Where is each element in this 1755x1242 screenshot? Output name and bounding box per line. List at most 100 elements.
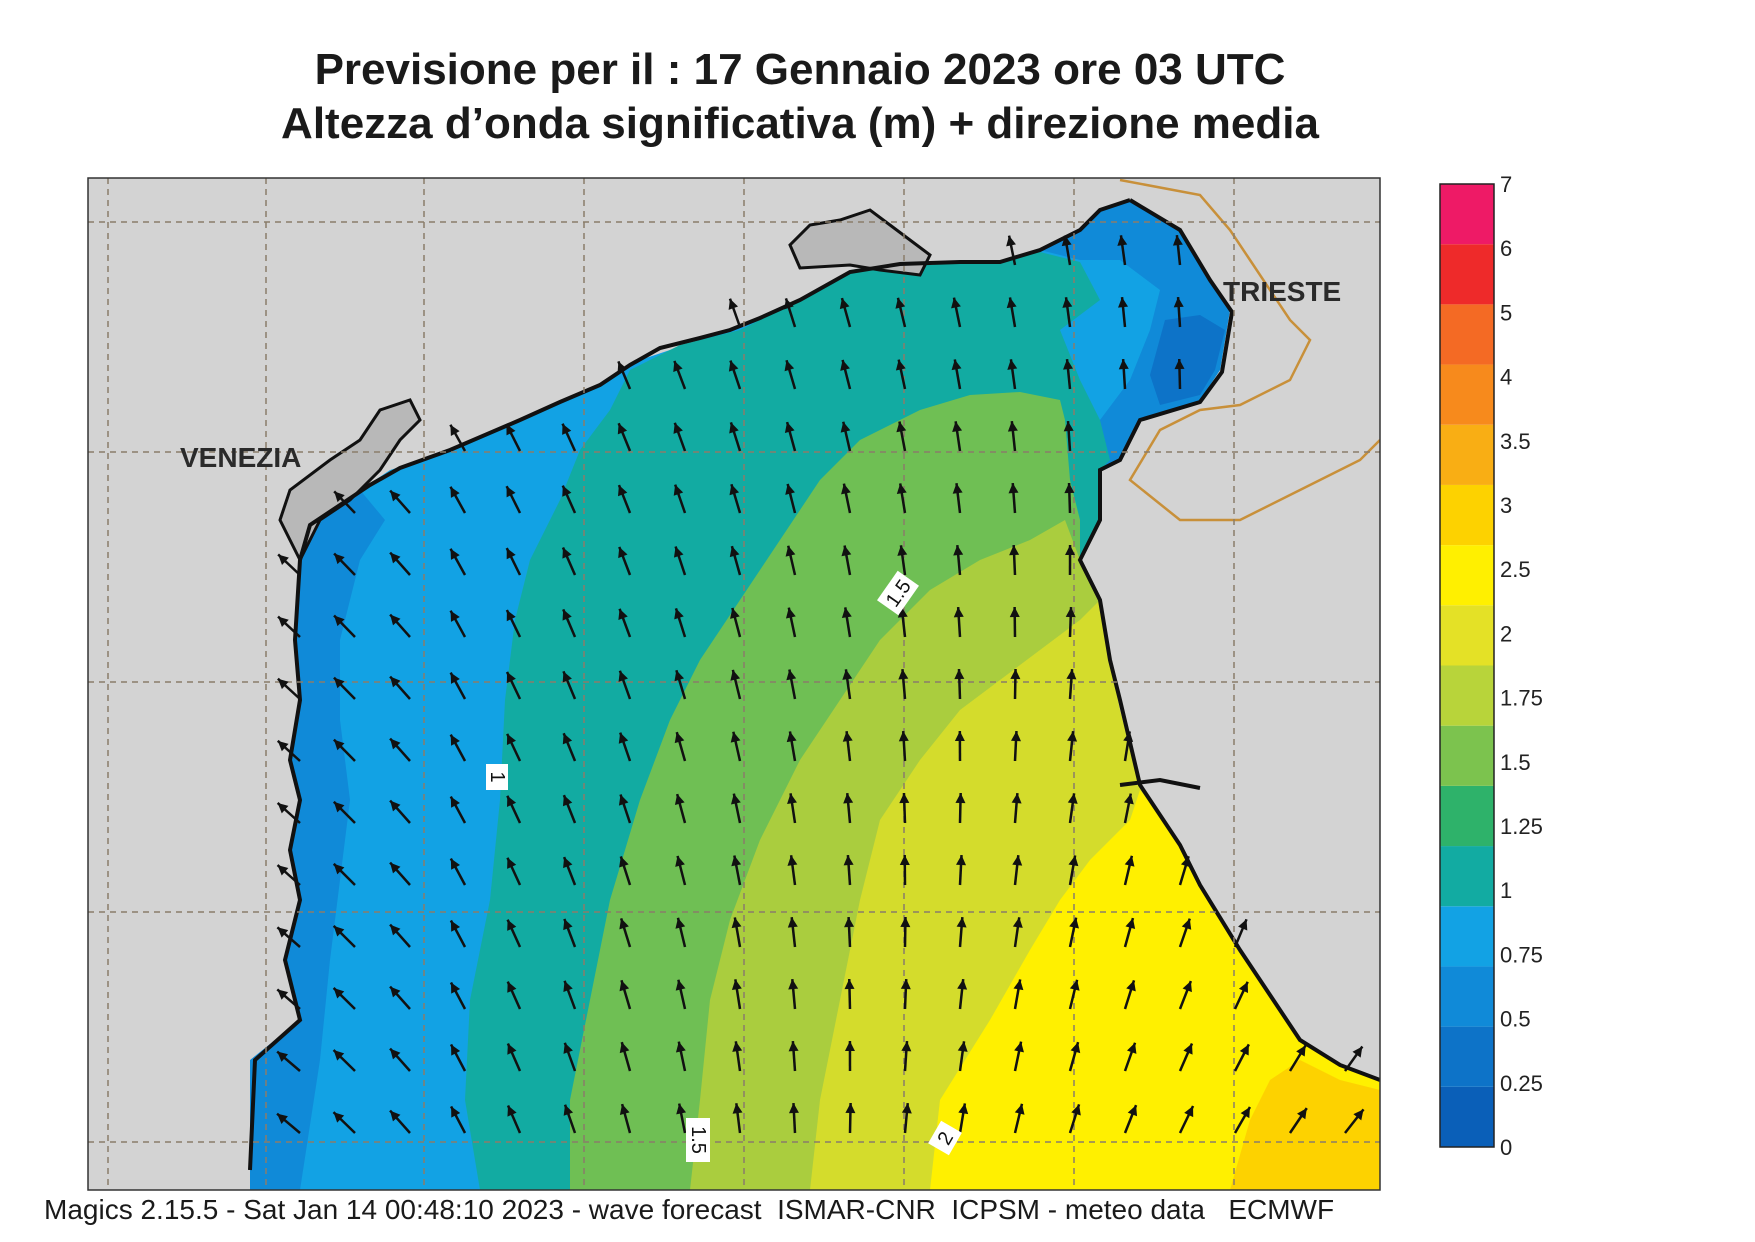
wave-arrow-head: [1010, 731, 1021, 742]
wave-arrow-head: [895, 297, 906, 309]
wave-arrow-head: [277, 865, 289, 876]
wave-arrow-head: [1066, 669, 1077, 680]
wave-arrow-head: [731, 855, 742, 867]
wave-arrow-head: [674, 670, 685, 682]
wave-arrow-head: [277, 1051, 289, 1062]
wave-arrow-head: [562, 423, 572, 435]
wave-arrow-head: [729, 546, 740, 558]
colorbar-swatch: [1440, 304, 1494, 365]
wave-arrow-head: [785, 483, 795, 495]
wave-arrow-head: [897, 607, 908, 618]
footer-credits: Magics 2.15.5 - Sat Jan 14 00:48:10 2023…: [44, 1194, 1335, 1225]
wave-arrow-head: [617, 423, 628, 435]
wave-arrow-head: [450, 672, 460, 684]
colorbar-label: 1.25: [1500, 814, 1543, 839]
wave-arrow-head: [507, 1105, 517, 1117]
colorbar-label: 0.75: [1500, 942, 1543, 967]
wave-arrow-head: [562, 485, 572, 497]
svg-text:1: 1: [486, 771, 508, 782]
wave-arrow-head: [451, 1106, 461, 1118]
wave-arrow-head: [730, 607, 740, 619]
wave-arrow-head: [390, 986, 401, 998]
wave-arrow-head: [333, 863, 345, 875]
wave-arrow-head: [562, 547, 572, 559]
colorbar-label: 3: [1500, 493, 1512, 518]
wave-arrow-head: [1181, 918, 1192, 930]
wave-arrow-head: [619, 980, 630, 992]
wave-arrow-head: [897, 545, 908, 556]
wave-arrow-head: [1124, 855, 1135, 867]
wave-arrow-head: [842, 731, 853, 742]
wave-arrow-head: [450, 424, 460, 436]
colorbar-label: 1.5: [1500, 750, 1531, 775]
wave-arrow-head: [450, 920, 461, 932]
svg-text:1.5: 1.5: [687, 1126, 709, 1154]
wave-arrow-head: [730, 669, 741, 681]
wave-arrow-head: [1065, 607, 1076, 618]
wave-arrow-head: [954, 669, 965, 680]
wave-arrow-head: [957, 979, 968, 990]
wave-arrow-head: [845, 1103, 856, 1114]
wave-arrow-head: [277, 989, 289, 1000]
wave-arrow-head: [784, 422, 795, 434]
wave-arrow-head: [619, 856, 629, 868]
wave-arrow-head: [1180, 856, 1191, 868]
wave-arrow-head: [450, 858, 460, 870]
wave-arrow-head: [277, 1113, 288, 1124]
wave-arrow-head: [731, 917, 742, 929]
colorbar-swatch: [1440, 906, 1494, 967]
wave-arrow-head: [674, 794, 685, 805]
wave-arrow-head: [1297, 1108, 1307, 1120]
wave-arrow-head: [333, 1050, 345, 1061]
wave-arrow-head: [676, 1103, 687, 1115]
wave-arrow-head: [729, 484, 740, 496]
wave-arrow-head: [675, 855, 685, 867]
wave-arrow-head: [507, 981, 517, 993]
wave-arrow-head: [952, 421, 963, 432]
wave-arrow-head: [1240, 1106, 1250, 1119]
colorbar-label: 0.25: [1500, 1071, 1543, 1096]
wave-arrow-head: [1123, 731, 1134, 743]
wave-arrow-head: [563, 1104, 574, 1116]
wave-arrow-head: [898, 669, 909, 680]
wave-arrow-head: [333, 739, 345, 751]
wave-arrow-head: [1062, 297, 1073, 308]
wave-arrow-head: [951, 297, 961, 309]
wave-arrow-head: [562, 733, 573, 745]
sea-zone-2.5-3: [1230, 1060, 1380, 1190]
wave-arrow-head: [900, 979, 911, 990]
wave-arrow-head: [675, 917, 686, 929]
wave-arrow-head: [1006, 297, 1017, 309]
wave-arrow-head: [674, 732, 685, 744]
contour-label-1.5-b: 1.5: [686, 1118, 710, 1162]
wave-arrow-head: [1007, 359, 1018, 370]
wave-arrow-head: [675, 979, 686, 991]
wave-arrow-head: [901, 1041, 912, 1052]
wave-arrow-head: [1071, 1104, 1081, 1116]
colorbar-label: 3.5: [1500, 429, 1531, 454]
colorbar-swatch: [1440, 665, 1494, 726]
wave-arrow-head: [951, 359, 962, 371]
wave-arrow-head: [1014, 1041, 1024, 1053]
wave-arrow-head: [277, 802, 289, 814]
graticule: [88, 178, 1380, 1190]
wave-arrow-head: [333, 925, 345, 937]
border-line: [1119, 178, 1380, 522]
wave-arrow-head: [562, 671, 572, 683]
wave-arrow-head: [730, 731, 741, 743]
wave-arrow-head: [450, 796, 460, 808]
wave-arrow-head: [784, 360, 795, 372]
wave-arrow-head: [728, 298, 739, 310]
wave-arrow-head: [1014, 1103, 1025, 1115]
wave-arrow-head: [787, 855, 798, 866]
wave-arrow-head: [334, 553, 345, 565]
wave-arrow-head: [507, 795, 517, 807]
colorbar-label: 6: [1500, 236, 1512, 261]
wave-arrow-head: [731, 979, 742, 991]
wave-arrow-head: [785, 545, 796, 557]
wave-arrow-head: [1296, 1045, 1306, 1057]
colorbar-swatch: [1440, 725, 1494, 786]
wave-arrow-head: [562, 609, 572, 621]
wave-arrow-head: [839, 298, 850, 310]
map-area: VENEZIA TRIESTE 1 1.5 1.5 2: [88, 178, 1380, 1190]
